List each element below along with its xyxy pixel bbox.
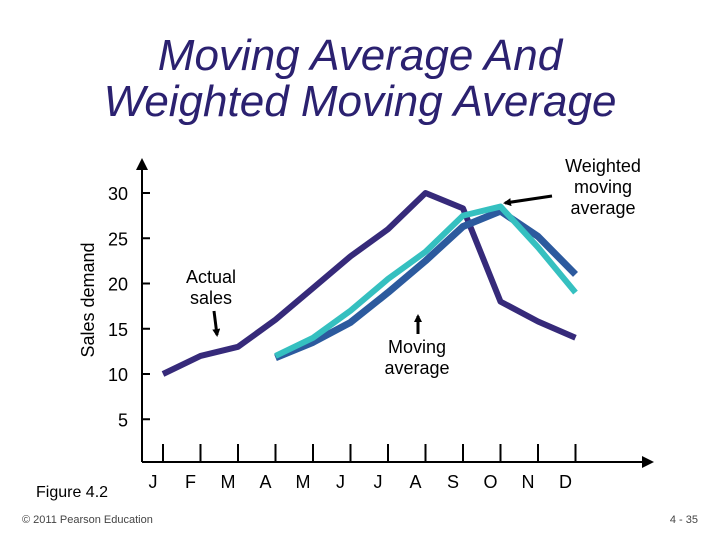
x-tick-label: J xyxy=(374,472,383,492)
y-tick-label: 20 xyxy=(108,275,128,295)
x-axis-arrowhead xyxy=(642,456,654,468)
annotation-moving-average-line: average xyxy=(384,358,449,378)
x-tick-label: O xyxy=(483,472,497,492)
x-tick-label: M xyxy=(296,472,311,492)
series-line-actual xyxy=(161,190,577,377)
x-tick-label: A xyxy=(409,472,421,492)
y-axis-label: Sales demand xyxy=(78,242,98,357)
slide-title-line-2: Weighted Moving Average xyxy=(103,77,617,126)
x-tick-label: J xyxy=(336,472,345,492)
annotation-actual-line: sales xyxy=(190,288,232,308)
annotation-actual-line: Actual xyxy=(186,267,236,287)
annotation-weighted-moving-average-line: Weighted xyxy=(565,156,641,176)
annotation-weighted-moving-average-line: average xyxy=(570,198,635,218)
figure-caption: Figure 4.2 xyxy=(36,484,109,501)
y-axis-arrowhead xyxy=(136,158,148,170)
x-tick-label: S xyxy=(447,472,459,492)
y-tick-label: 15 xyxy=(108,320,128,340)
x-tick-label: N xyxy=(522,472,535,492)
x-tick-label: M xyxy=(221,472,236,492)
annotation-arrow-weighted-moving-average xyxy=(503,194,553,207)
slide-title-line-1: Moving Average And xyxy=(157,31,563,80)
x-tick-label: J xyxy=(149,472,158,492)
y-tick-label: 10 xyxy=(108,365,128,385)
x-tick-label: A xyxy=(259,472,271,492)
copyright-text: © 2011 Pearson Education xyxy=(22,514,153,526)
annotation-arrow-actual xyxy=(212,310,221,337)
annotation-moving-average-line: Moving xyxy=(388,337,446,357)
annotation-weighted-moving-average-line: moving xyxy=(574,177,632,197)
x-tick-label: D xyxy=(559,472,572,492)
page-number: 4 - 35 xyxy=(669,514,698,526)
y-tick-label: 5 xyxy=(118,410,128,430)
x-tick-label: F xyxy=(185,472,196,492)
y-tick-label: 30 xyxy=(108,184,128,204)
y-tick-label: 25 xyxy=(108,229,128,249)
